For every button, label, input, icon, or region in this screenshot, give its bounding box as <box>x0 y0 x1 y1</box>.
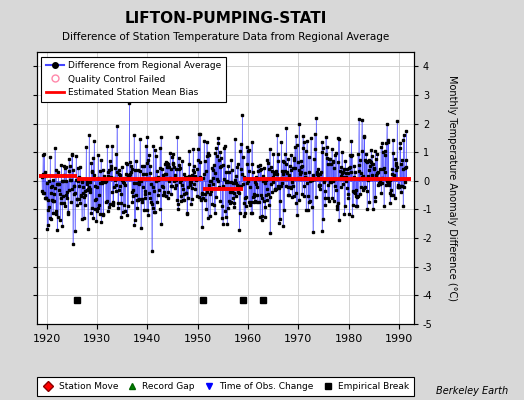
Y-axis label: Monthly Temperature Anomaly Difference (°C): Monthly Temperature Anomaly Difference (… <box>446 75 456 301</box>
Text: Berkeley Earth: Berkeley Earth <box>436 386 508 396</box>
Legend: Station Move, Record Gap, Time of Obs. Change, Empirical Break: Station Move, Record Gap, Time of Obs. C… <box>37 378 414 396</box>
Text: Difference of Station Temperature Data from Regional Average: Difference of Station Temperature Data f… <box>62 32 389 42</box>
Text: LIFTON-PUMPING-STATI: LIFTON-PUMPING-STATI <box>124 11 326 26</box>
